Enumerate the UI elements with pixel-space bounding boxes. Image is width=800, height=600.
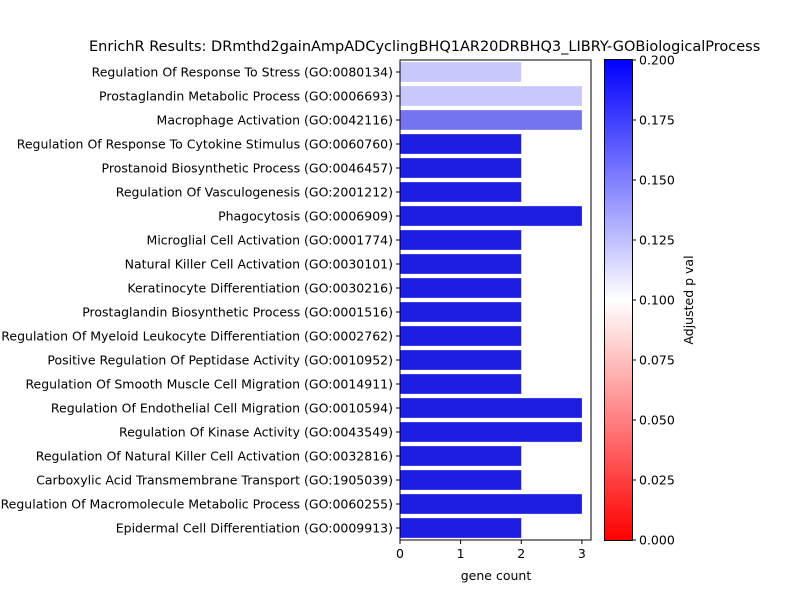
category-label: Macrophage Activation (GO:0042116) xyxy=(157,113,393,128)
category-label: Microglial Cell Activation (GO:0001774) xyxy=(147,233,393,248)
category-label: Prostaglandin Metabolic Process (GO:0006… xyxy=(99,89,393,104)
bar xyxy=(400,110,582,130)
x-tick-label: 2 xyxy=(517,546,525,561)
colorbar-tick-label: 0.125 xyxy=(639,233,675,248)
category-label: Regulation Of Macromolecule Metabolic Pr… xyxy=(1,497,393,512)
colorbar-tick-label: 0.100 xyxy=(639,293,675,308)
bar xyxy=(400,422,582,442)
colorbar-axis: 0.000 0.025 0.050 0.075 0.100 0.125 0.150 0.175… xyxy=(632,53,675,548)
category-label: Positive Regulation Of Peptidase Activit… xyxy=(47,353,393,368)
category-label: Phagocytosis (GO:0006909) xyxy=(218,209,393,224)
x-tick-label: 3 xyxy=(578,546,586,561)
category-label: Prostanoid Biosynthetic Process (GO:0046… xyxy=(102,161,393,176)
plot-frame xyxy=(399,59,592,541)
category-label: Regulation Of Response To Stress (GO:008… xyxy=(92,65,393,80)
category-label: Regulation Of Response To Cytokine Stimu… xyxy=(17,137,393,152)
bar xyxy=(400,254,522,274)
x-axis-label: gene count xyxy=(461,568,532,583)
x-tick-label: 1 xyxy=(457,546,465,561)
bar xyxy=(400,374,522,394)
bar xyxy=(400,134,522,154)
category-label: Regulation Of Endothelial Cell Migration… xyxy=(51,401,393,416)
bar xyxy=(400,86,582,106)
colorbar-tick-label: 0.150 xyxy=(639,173,675,188)
category-label: Regulation Of Myeloid Leukocyte Differen… xyxy=(1,329,393,344)
bar xyxy=(400,158,522,178)
colorbar-tick-label: 0.075 xyxy=(639,353,675,368)
category-label: Keratinocyte Differentiation (GO:0030216… xyxy=(127,281,393,296)
bar xyxy=(400,494,582,514)
colorbar-tick-label: 0.050 xyxy=(639,413,675,428)
category-label: Carboxylic Acid Transmembrane Transport … xyxy=(36,473,393,488)
colorbar-label: Adjusted p val xyxy=(681,255,696,344)
bar xyxy=(400,278,522,298)
plot-area: Regulation Of Response To Stress (GO:008… xyxy=(1,59,592,561)
bar xyxy=(400,302,522,322)
chart-title: EnrichR Results: DRmthd2gainAmpADCycling… xyxy=(89,39,760,55)
bar xyxy=(400,350,522,370)
bar xyxy=(400,470,522,490)
colorbar xyxy=(604,59,633,541)
x-tick-label: 0 xyxy=(396,546,404,561)
category-label: Regulation Of Vasculogenesis (GO:2001212… xyxy=(116,185,393,200)
colorbar-tick-label: 0.025 xyxy=(639,473,675,488)
category-label: Regulation Of Kinase Activity (GO:004354… xyxy=(119,425,393,440)
bar xyxy=(400,398,582,418)
colorbar-tick-label: 0.000 xyxy=(639,533,675,548)
bar xyxy=(400,182,522,202)
bar xyxy=(400,446,522,466)
bar xyxy=(400,326,522,346)
bar xyxy=(400,206,582,226)
bar xyxy=(400,62,522,82)
colorbar-tick-label: 0.175 xyxy=(639,113,675,128)
category-label: Regulation Of Smooth Muscle Cell Migrati… xyxy=(25,377,393,392)
category-label: Epidermal Cell Differentiation (GO:00099… xyxy=(116,521,393,536)
category-label: Natural Killer Cell Activation (GO:00301… xyxy=(125,257,393,272)
category-label: Prostaglandin Biosynthetic Process (GO:0… xyxy=(82,305,393,320)
category-label: Regulation Of Natural Killer Cell Activa… xyxy=(36,449,393,464)
colorbar-tick-label: 0.200 xyxy=(639,53,675,68)
bar xyxy=(400,518,522,538)
bar xyxy=(400,230,522,250)
